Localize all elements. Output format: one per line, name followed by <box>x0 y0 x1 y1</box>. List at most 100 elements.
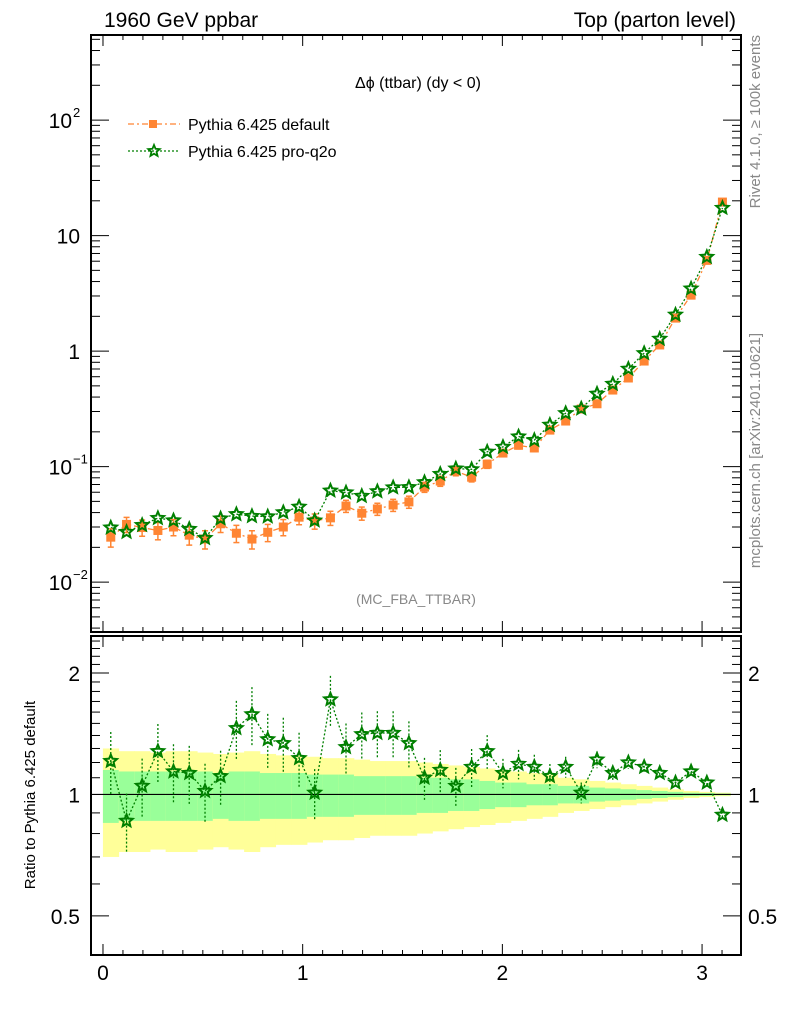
data-point-pro-q2o <box>290 497 308 515</box>
data-point-pro-q2o <box>604 374 622 392</box>
data-point-pro-q2o <box>259 507 277 524</box>
ratio-point-pro-q2o <box>557 757 575 775</box>
y-tick-label: 10 <box>57 226 80 249</box>
data-point-default <box>404 497 414 507</box>
data-point-pro-q2o <box>557 404 575 421</box>
data-point-pro-q2o <box>196 528 214 546</box>
data-point-default <box>231 528 241 538</box>
data-point-pro-q2o <box>415 473 434 490</box>
data-point-pro-q2o <box>337 483 355 500</box>
data-point-pro-q2o <box>682 279 700 296</box>
band-inner-bin <box>432 777 449 813</box>
data-point-pro-q2o <box>400 478 418 495</box>
legend-label-default: Pythia 6.425 default <box>188 117 330 134</box>
data-point-pro-q2o <box>133 515 151 533</box>
ratio-point-pro-q2o <box>368 723 387 741</box>
data-point-pro-q2o <box>227 505 246 522</box>
data-point-default <box>561 416 571 426</box>
data-point-default <box>529 443 539 453</box>
data-point-default <box>263 527 273 537</box>
band-inner-bin <box>244 771 261 821</box>
ratio-point-pro-q2o <box>572 783 590 801</box>
series-line-default <box>110 201 724 540</box>
data-point-pro-q2o <box>117 522 136 540</box>
header-left: 1960 GeV ppbar <box>104 9 258 32</box>
band-inner-bin <box>353 776 371 815</box>
ratio-point-pro-q2o <box>509 754 528 772</box>
y-tick-label: 1 <box>68 341 80 364</box>
ratio-bands <box>91 748 741 857</box>
ratio-point-pro-q2o <box>164 762 183 779</box>
legend-label-pro-q2o: Pythia 6.425 pro-q2o <box>188 144 337 161</box>
y-tick-exponent: −2 <box>73 567 88 582</box>
data-point-pro-q2o <box>149 508 167 526</box>
data-point-pro-q2o <box>588 384 606 402</box>
data-point-pro-q2o <box>619 359 638 377</box>
data-point-pro-q2o <box>509 427 528 444</box>
data-point-default <box>325 513 335 523</box>
plot-title: Δϕ (ttbar) (dy < 0) <box>355 75 481 92</box>
ratio-point-pro-q2o <box>588 750 606 767</box>
ratio-point-pro-q2o <box>682 762 700 779</box>
data-point-default <box>498 448 508 458</box>
ratio-point-pro-q2o <box>290 749 308 766</box>
data-point-default <box>200 534 210 544</box>
ratio-point-pro-q2o <box>133 776 151 794</box>
ratio-point-pro-q2o <box>415 768 434 786</box>
analysis-tag: (MC_FBA_TTBAR) <box>356 591 476 607</box>
ratio-y-tick-label: 1 <box>68 784 80 807</box>
ratio-point-pro-q2o <box>666 773 685 790</box>
ratio-point-pro-q2o <box>211 767 230 784</box>
y-tick-exponent: −1 <box>73 452 88 467</box>
legend: Pythia 6.425 default Pythia 6.425 pro-q2… <box>128 117 337 161</box>
header-right: Top (parton level) <box>574 9 736 32</box>
y-tick-label: 10 <box>49 457 72 480</box>
data-point-pro-q2o <box>525 430 543 448</box>
ratio-y-tick-label: 2 <box>68 663 80 686</box>
ratio-line-pro-q2o <box>110 699 723 823</box>
legend-marker-star <box>146 142 162 158</box>
band-inner-bin <box>401 776 418 815</box>
data-point-pro-q2o <box>713 198 732 216</box>
data-point-pro-q2o <box>353 486 371 504</box>
data-point-default <box>514 440 524 450</box>
data-point-pro-q2o <box>666 305 685 323</box>
ratio-point-pro-q2o <box>117 811 136 829</box>
band-inner-bin <box>165 771 182 821</box>
ratio-point-pro-q2o <box>713 805 732 823</box>
data-point-default <box>592 399 602 409</box>
data-point-default <box>168 522 178 532</box>
data-point-default <box>106 532 116 542</box>
y-tick-label: 10 <box>49 572 72 595</box>
ratio-point-pro-q2o <box>494 763 512 781</box>
ratio-point-pro-q2o <box>180 763 198 781</box>
ratio-point-pro-q2o <box>635 757 653 775</box>
data-point-default <box>576 404 586 414</box>
data-point-pro-q2o <box>211 509 230 526</box>
data-point-pro-q2o <box>572 399 590 416</box>
data-point-default <box>467 472 477 482</box>
ratio-series <box>102 675 732 854</box>
legend-marker-square <box>149 120 157 128</box>
legend-entry-default: Pythia 6.425 default <box>128 117 330 134</box>
y-tick-label: 10 <box>49 110 72 133</box>
ratio-point-pro-q2o <box>259 730 277 747</box>
legend-entry-pro-q2o: Pythia 6.425 pro-q2o <box>128 142 337 161</box>
mcplots-label: mcplots.cern.ch [arXiv:2401.10621] <box>747 333 764 568</box>
data-point-default <box>482 459 492 469</box>
band-inner-bin <box>322 774 339 817</box>
ratio-point-pro-q2o <box>447 776 465 794</box>
data-point-pro-q2o <box>698 247 716 265</box>
data-point-default <box>372 504 382 514</box>
data-point-default <box>623 373 633 383</box>
data-point-pro-q2o <box>164 511 183 528</box>
x-tick-label: 2 <box>497 962 509 985</box>
data-point-default <box>608 385 618 395</box>
data-point-default <box>655 340 665 350</box>
data-point-default <box>686 290 696 300</box>
ratio-point-pro-q2o <box>400 734 418 751</box>
band-inner-bin <box>275 773 292 819</box>
ratio-point-pro-q2o <box>337 738 355 755</box>
data-point-pro-q2o <box>431 464 449 482</box>
